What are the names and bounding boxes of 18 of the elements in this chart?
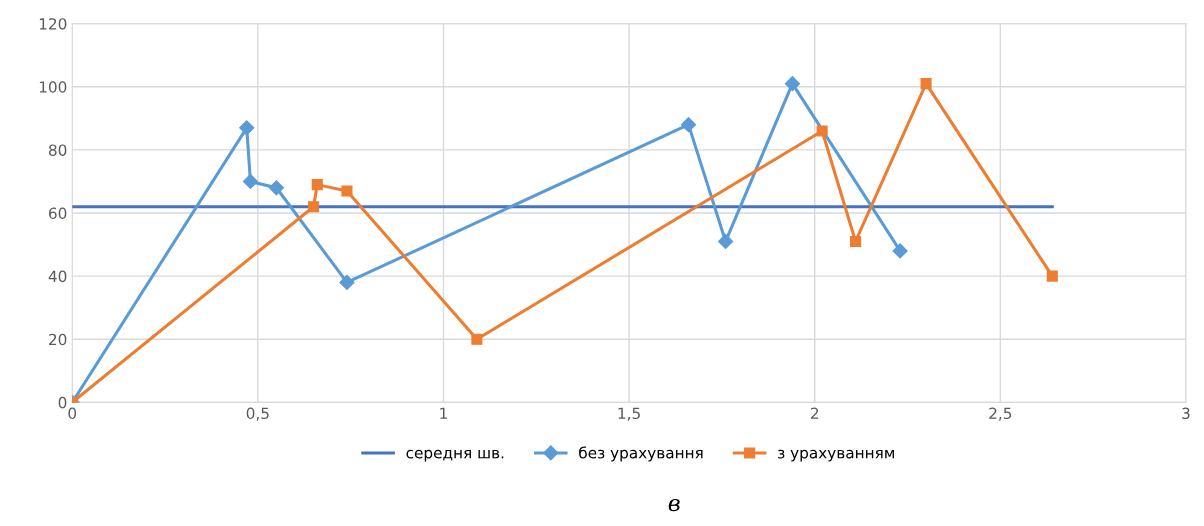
x-tick-label: 3 bbox=[1182, 407, 1190, 420]
x-tick-label: 0,5 bbox=[246, 407, 269, 421]
x-tick-label: 2,5 bbox=[989, 407, 1012, 421]
y-tick-label: 0 bbox=[58, 396, 67, 409]
legend-label: середня шв. bbox=[406, 449, 504, 462]
x-tick-label: 0 bbox=[68, 407, 77, 420]
y-tick-label: 100 bbox=[39, 81, 67, 93]
x-tick-label: 1 bbox=[440, 407, 447, 419]
y-tick-label: 80 bbox=[48, 144, 67, 156]
x-tick-label: 2 bbox=[810, 407, 819, 419]
y-tick-label: 40 bbox=[48, 270, 67, 283]
x-tick-label: 1,5 bbox=[618, 407, 640, 421]
legend-label: без урахування bbox=[579, 446, 703, 462]
y-tick-label: 60 bbox=[49, 207, 67, 220]
y-tick-label: 20 bbox=[49, 333, 67, 346]
y-tick-label: 120 bbox=[39, 18, 67, 30]
text: в bbox=[668, 499, 680, 512]
legend-label: з урахуванням bbox=[778, 449, 894, 462]
